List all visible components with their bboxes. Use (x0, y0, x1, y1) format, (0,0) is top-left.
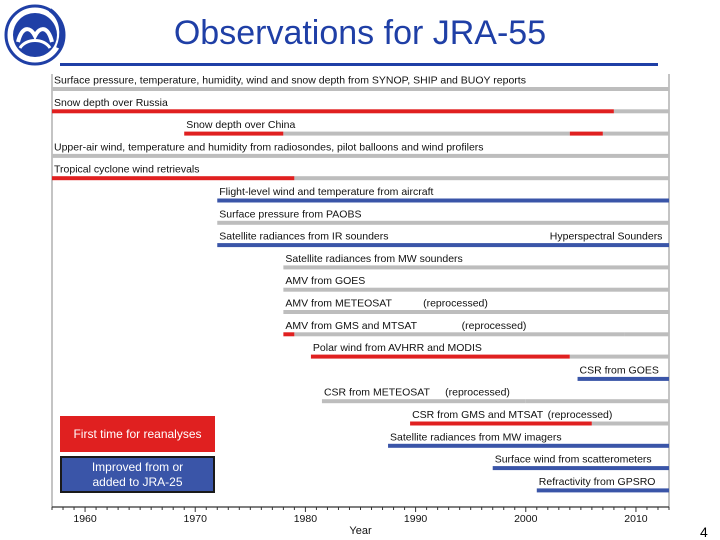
x-tick-label: 1990 (404, 513, 428, 525)
legend-improved-line1: Improved from or (91, 460, 184, 474)
timeline-label: Snow depth over Russia (54, 97, 168, 109)
timeline-bar (283, 287, 669, 292)
timeline-bar (310, 354, 570, 359)
timeline-bar (283, 131, 570, 136)
legend-improved: Improved from or added to JRA-25 (60, 456, 215, 493)
timeline-label: Surface pressure from PAOBS (219, 208, 361, 220)
timeline-bar (388, 443, 669, 448)
timeline-bar (52, 176, 295, 181)
legend-first-time: First time for reanalyses (60, 416, 215, 452)
timeline-label: Surface pressure, temperature, humidity,… (54, 75, 526, 87)
timeline-label: Satellite radiances from IR sounders (219, 231, 388, 243)
timeline-bar (294, 176, 669, 181)
timeline-label: Snow depth over China (186, 119, 295, 131)
timeline-bar (602, 131, 669, 136)
timeline-extra-label: (reprocessed) (462, 320, 527, 332)
timeline-label: Satellite radiances from MW imagers (390, 431, 562, 443)
timeline-label: Polar wind from AVHRR and MODIS (313, 342, 482, 354)
timeline-bar (217, 198, 669, 203)
x-tick-label: 1980 (294, 513, 318, 525)
title-underline (60, 63, 658, 66)
x-axis-label: Year (349, 525, 372, 537)
timeline-label: AMV from METEOSAT (285, 298, 392, 310)
legend-improved-line2: added to JRA-25 (92, 475, 183, 489)
timeline-bar (184, 131, 284, 136)
timeline-bar (536, 488, 669, 493)
page-number: 4 (700, 524, 708, 540)
timeline-extra-label: Hyperspectral Sounders (550, 231, 663, 243)
timeline-bar (52, 87, 669, 91)
timeline-bar (217, 220, 669, 225)
timeline-label: Refractivity from GPSRO (539, 476, 656, 488)
timeline-label: Surface wind from scatterometers (495, 454, 652, 466)
timeline-bar (283, 332, 295, 337)
timeline-bar (294, 332, 625, 337)
timeline-bar (591, 421, 669, 426)
timeline-bar (492, 466, 669, 471)
timeline-label: CSR from GMS and MTSAT (412, 409, 544, 421)
x-tick-label: 1970 (184, 513, 208, 525)
timeline-bar (525, 399, 669, 404)
timeline-extra-label: (reprocessed) (445, 387, 510, 399)
timeline-bar (52, 109, 614, 114)
page-title: Observations for JRA-55 (173, 14, 547, 52)
timeline-label: Satellite radiances from MW sounders (285, 253, 462, 265)
timeline-extra-label: (reprocessed) (423, 298, 488, 310)
timeline-extra-label: (reprocessed) (548, 409, 613, 421)
timeline-bar (613, 109, 669, 114)
timeline-label: Flight-level wind and temperature from a… (219, 186, 433, 198)
timeline-bar (321, 399, 526, 404)
timeline-label: Tropical cyclone wind retrievals (54, 164, 200, 176)
timeline-bar (569, 131, 603, 136)
x-tick-label: 2010 (624, 513, 648, 525)
timeline-bar (410, 421, 592, 426)
timeline-label: CSR from METEOSAT (324, 387, 431, 399)
timeline-label: CSR from GOES (580, 364, 659, 376)
x-tick-label: 1960 (73, 513, 97, 525)
timeline-label: Upper-air wind, temperature and humidity… (54, 141, 484, 153)
timeline-bar (283, 265, 669, 270)
timeline-bar (52, 153, 669, 158)
timeline-bar (283, 310, 669, 314)
timeline-label: AMV from GOES (285, 275, 365, 287)
timeline-label: AMV from GMS and MTSAT (285, 320, 417, 332)
logo (4, 4, 66, 66)
timeline-bar (624, 332, 669, 337)
timeline-bar (569, 354, 669, 359)
timeline-bar (577, 376, 669, 381)
x-tick-label: 2000 (514, 513, 538, 525)
timeline-bar (217, 243, 669, 248)
